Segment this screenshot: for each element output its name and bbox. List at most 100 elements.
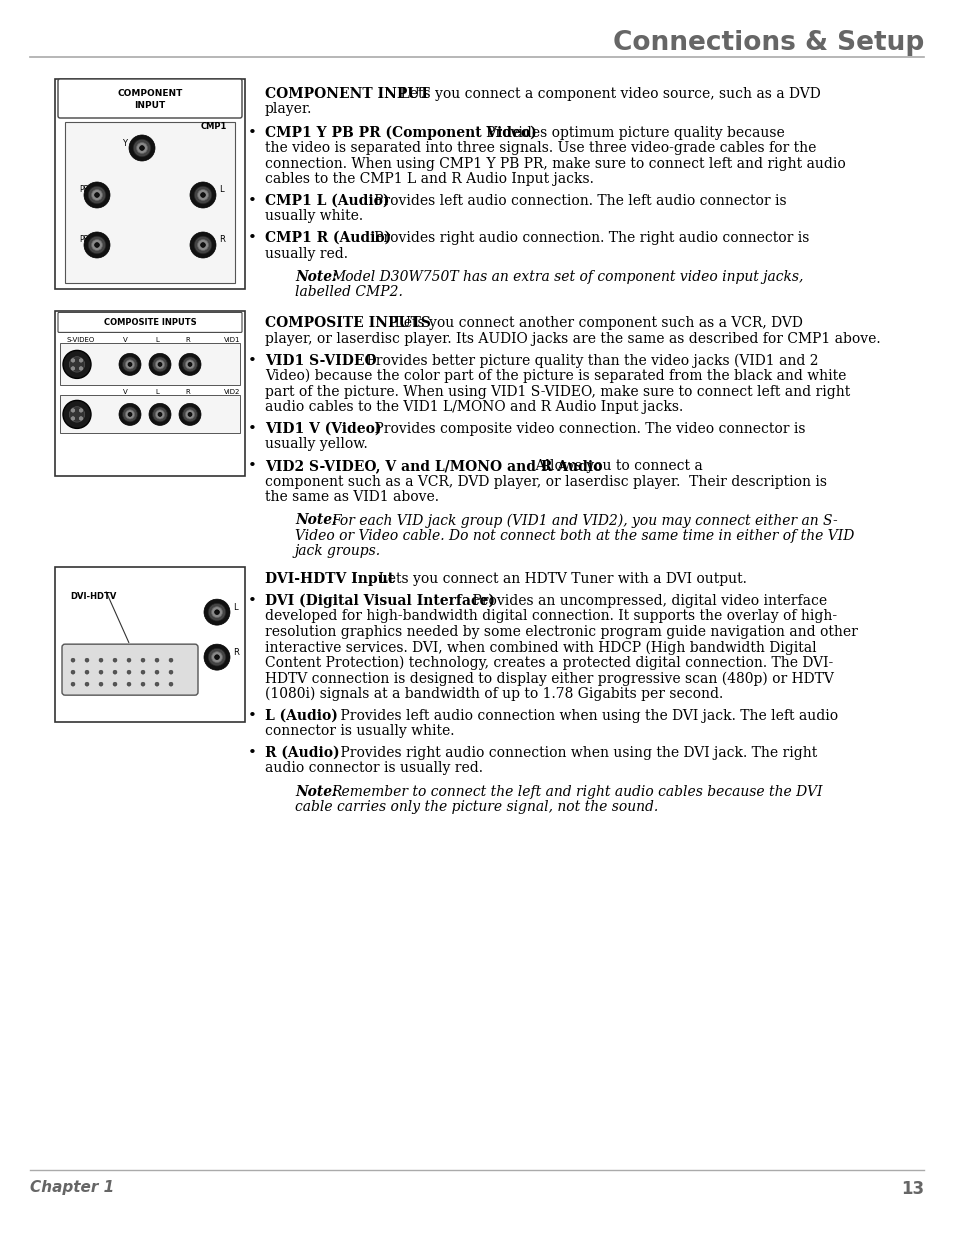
Circle shape <box>71 682 75 687</box>
Text: the video is separated into three signals. Use three video-grade cables for the: the video is separated into three signal… <box>265 141 816 156</box>
Circle shape <box>155 410 165 419</box>
Circle shape <box>154 682 159 687</box>
Text: •: • <box>248 422 256 436</box>
Circle shape <box>155 359 165 369</box>
FancyBboxPatch shape <box>58 79 242 119</box>
FancyBboxPatch shape <box>60 395 240 433</box>
Circle shape <box>79 358 83 362</box>
Circle shape <box>169 682 172 687</box>
Circle shape <box>70 406 85 422</box>
Circle shape <box>84 232 110 258</box>
Circle shape <box>63 400 91 429</box>
Circle shape <box>204 599 230 625</box>
Text: Lets you connect an HDTV Tuner with a DVI output.: Lets you connect an HDTV Tuner with a DV… <box>360 572 746 587</box>
Circle shape <box>122 406 137 422</box>
Text: For each VID jack group (VID1 and VID2), you may connect either an S-: For each VID jack group (VID1 and VID2),… <box>331 514 837 527</box>
Circle shape <box>127 671 131 674</box>
Text: PB: PB <box>79 185 89 194</box>
Text: •: • <box>248 594 256 608</box>
Circle shape <box>128 412 132 416</box>
Text: R: R <box>233 647 238 657</box>
Text: connection. When using CMP1 Y PB PR, make sure to connect left and right audio: connection. When using CMP1 Y PB PR, mak… <box>265 157 845 170</box>
Text: Provides left audio connection when using the DVI jack. The left audio: Provides left audio connection when usin… <box>323 709 838 722</box>
Circle shape <box>127 682 131 687</box>
Text: audio connector is usually red.: audio connector is usually red. <box>265 761 482 776</box>
Circle shape <box>84 182 110 207</box>
Text: COMPONENT INPUT: COMPONENT INPUT <box>265 86 429 101</box>
Circle shape <box>200 193 205 198</box>
Text: Note:: Note: <box>294 514 337 527</box>
Circle shape <box>179 353 201 375</box>
Text: R: R <box>185 337 190 343</box>
Text: CMP1: CMP1 <box>200 122 227 131</box>
Circle shape <box>71 358 74 362</box>
Circle shape <box>71 409 74 412</box>
Text: COMPONENT: COMPONENT <box>117 89 182 98</box>
Text: •: • <box>248 746 256 760</box>
Text: Provides better picture quality than the video jacks (VID1 and 2: Provides better picture quality than the… <box>349 353 818 368</box>
Circle shape <box>79 416 83 420</box>
Circle shape <box>119 353 141 375</box>
Circle shape <box>179 404 201 425</box>
Circle shape <box>208 604 226 621</box>
Circle shape <box>88 236 106 254</box>
Text: player.: player. <box>265 103 312 116</box>
FancyBboxPatch shape <box>60 343 240 385</box>
Circle shape <box>214 610 219 615</box>
Circle shape <box>88 186 106 204</box>
Text: Provides right audio connection. The right audio connector is: Provides right audio connection. The rig… <box>360 231 808 246</box>
Text: •: • <box>248 353 256 368</box>
Circle shape <box>129 135 154 161</box>
Circle shape <box>112 682 117 687</box>
Text: Allows you to connect a: Allows you to connect a <box>517 459 702 473</box>
Circle shape <box>212 652 222 663</box>
Text: part of the picture. When using VID1 S-VIDEO, make sure to connect left and righ: part of the picture. When using VID1 S-V… <box>265 384 849 399</box>
Circle shape <box>158 412 162 416</box>
Circle shape <box>190 232 215 258</box>
FancyBboxPatch shape <box>55 311 245 477</box>
Circle shape <box>112 671 117 674</box>
Circle shape <box>94 242 99 247</box>
Circle shape <box>149 404 171 425</box>
Text: audio cables to the VID1 L/MONO and R Audio Input jacks.: audio cables to the VID1 L/MONO and R Au… <box>265 400 682 414</box>
FancyBboxPatch shape <box>62 645 198 695</box>
Text: VID1 S-VIDEO: VID1 S-VIDEO <box>265 353 376 368</box>
FancyBboxPatch shape <box>58 312 242 332</box>
Circle shape <box>94 193 99 198</box>
Text: Video) because the color part of the picture is separated from the black and whi: Video) because the color part of the pic… <box>265 369 845 384</box>
Text: Provides right audio connection when using the DVI jack. The right: Provides right audio connection when usi… <box>323 746 817 760</box>
Text: Remember to connect the left and right audio cables because the DVI: Remember to connect the left and right a… <box>331 784 821 799</box>
Circle shape <box>133 140 151 157</box>
Circle shape <box>70 357 85 372</box>
Text: Lets you connect a component video source, such as a DVD: Lets you connect a component video sourc… <box>382 86 820 101</box>
Text: cables to the CMP1 L and R Audio Input jacks.: cables to the CMP1 L and R Audio Input j… <box>265 172 594 186</box>
Circle shape <box>112 658 117 662</box>
Circle shape <box>169 658 172 662</box>
Text: •: • <box>248 231 256 246</box>
Text: L: L <box>154 337 159 343</box>
Circle shape <box>154 671 159 674</box>
Circle shape <box>197 240 209 251</box>
Circle shape <box>212 606 222 618</box>
Text: DVI (Digital Visual Interface): DVI (Digital Visual Interface) <box>265 594 495 609</box>
Text: Chapter 1: Chapter 1 <box>30 1179 114 1195</box>
Circle shape <box>200 242 205 247</box>
Circle shape <box>188 362 192 367</box>
Circle shape <box>71 416 74 420</box>
Circle shape <box>136 142 148 153</box>
Text: interactive services. DVI, when combined with HDCP (High bandwidth Digital: interactive services. DVI, when combined… <box>265 641 816 655</box>
Text: •: • <box>248 126 256 140</box>
Text: Provides left audio connection. The left audio connector is: Provides left audio connection. The left… <box>360 194 786 207</box>
Text: Connections & Setup: Connections & Setup <box>612 30 923 56</box>
Text: 13: 13 <box>900 1179 923 1198</box>
Text: component such as a VCR, DVD player, or laserdisc player.  Their description is: component such as a VCR, DVD player, or … <box>265 474 826 489</box>
Text: cable carries only the picture signal, not the sound.: cable carries only the picture signal, n… <box>294 800 658 814</box>
FancyBboxPatch shape <box>65 122 234 283</box>
Circle shape <box>154 658 159 662</box>
FancyBboxPatch shape <box>55 567 245 722</box>
Text: S-VIDEO: S-VIDEO <box>67 337 95 343</box>
Text: PR: PR <box>79 236 89 245</box>
Circle shape <box>214 655 219 659</box>
Circle shape <box>125 359 134 369</box>
Text: CMP1 R (Audio): CMP1 R (Audio) <box>265 231 391 246</box>
